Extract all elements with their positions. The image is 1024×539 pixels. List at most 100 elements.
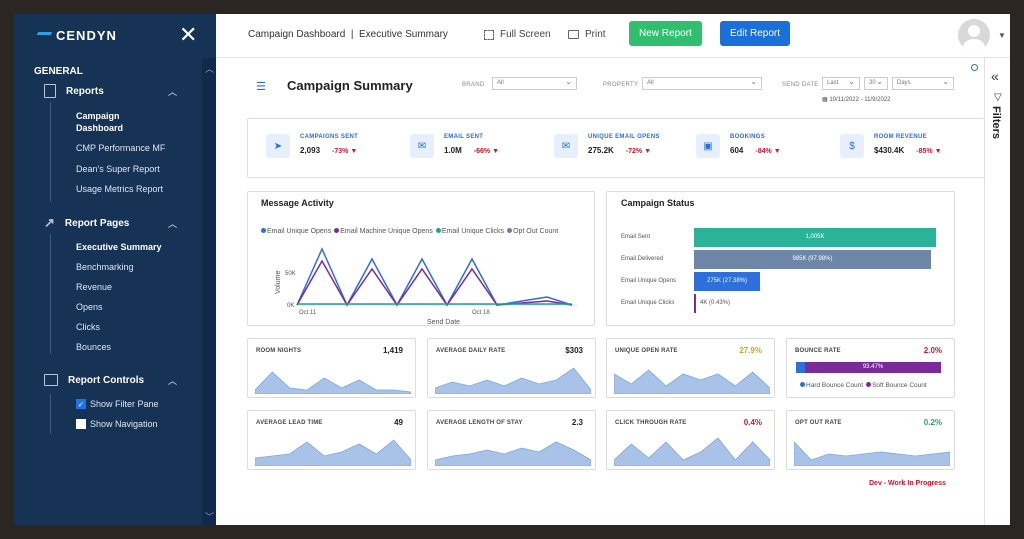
bounce-legend: Hard Bounce Count Soft Bounce Count [800, 382, 927, 389]
logo-mark-icon [33, 31, 53, 40]
metric-value: 27.9% [739, 346, 762, 355]
message-activity-chart: 50K 0K Oct 11 Oct 18 Send Date Volume [275, 247, 577, 324]
tree-line [50, 394, 51, 434]
kpi-strip [247, 118, 985, 178]
sidebar-item-revenue[interactable]: Revenue [76, 282, 113, 292]
status-row-label: Email Delivered [621, 256, 664, 262]
chevron-down-icon[interactable]: ▼ [998, 31, 1006, 40]
metric-value: 0.4% [743, 418, 762, 427]
sparkline [614, 369, 770, 394]
close-icon[interactable]: ✕ [179, 22, 198, 47]
kpi-3: ▣ BOOKINGS 604 -84% ▼ [696, 134, 781, 158]
show-filter-pane-checkbox[interactable]: ✓ Show Filter Pane [76, 399, 159, 409]
sparkline-area [614, 437, 770, 466]
metric-value: 2.3 [571, 418, 583, 427]
down-arrow-icon: ▼ [773, 148, 781, 155]
group-reports[interactable]: Reports ︿ [44, 84, 177, 98]
metric-label: AVERAGE LENGTH OF STAY [436, 420, 523, 426]
kpi-value: 1.0M [444, 146, 462, 155]
app-window: CENDYN ✕ GENERAL Reports ︿ Campaign Dash… [14, 14, 1010, 525]
filters-pane[interactable]: « ▽ Filters [971, 58, 1010, 525]
send-date-count-input[interactable]: 30 [864, 77, 888, 90]
sliders-icon: ☰ [256, 81, 266, 93]
sidebar-scrollbar[interactable]: ︿ ﹀ [202, 58, 216, 525]
sidebar-item-opens[interactable]: Opens [76, 302, 103, 312]
send-date-label: SEND DATE [782, 82, 819, 88]
sidebar-item-clicks[interactable]: Clicks [76, 322, 100, 332]
status-bar [694, 272, 760, 291]
line-chart-icon: ↗ [44, 215, 55, 230]
group-reports-label: Reports [66, 85, 104, 97]
campaign-status-title: Campaign Status [621, 198, 695, 208]
sidebar-item-bounces[interactable]: Bounces [76, 342, 112, 352]
sparkline-area [435, 441, 591, 466]
checkbox-checked-icon[interactable]: ✓ [76, 399, 86, 409]
brand-filter-label: BRAND [462, 82, 485, 88]
brand-select[interactable]: All [492, 77, 577, 90]
group-controls-label: Report Controls [68, 374, 145, 386]
message-activity-legend: Email Unique Opens Email Machine Unique O… [261, 228, 558, 235]
sparkline-area [255, 439, 411, 466]
y-axis-label: Volume [275, 271, 282, 294]
sidebar-item-benchmarking[interactable]: Benchmarking [76, 262, 134, 272]
status-bar [694, 228, 936, 247]
sidebar-item-executive-summary[interactable]: Executive Summary [76, 242, 162, 252]
print-label: Print [585, 29, 606, 40]
legend-dot [435, 228, 441, 233]
kpi-body: UNIQUE EMAIL OPENS 275.2K -72% ▼ [588, 134, 660, 158]
sidebar-item-deans-report[interactable]: Dean's Super Report [76, 164, 160, 174]
send-date-unit-select[interactable]: Days [892, 77, 954, 90]
scroll-up-icon[interactable]: ︿ [205, 64, 215, 74]
property-select[interactable]: All [642, 77, 762, 90]
legend-dot [800, 382, 805, 387]
calendar-icon: ▦ [822, 97, 830, 103]
legend-dot [866, 382, 872, 387]
scroll-down-icon[interactable]: ﹀ [205, 512, 215, 522]
chevron-up-icon[interactable]: ︿ [168, 218, 178, 229]
metric-label: AVERAGE LEAD TIME [256, 420, 323, 426]
avatar[interactable] [958, 19, 990, 51]
status-bar-value: 1,005K [805, 234, 825, 240]
status-row-label: Email Unique Opens [621, 278, 677, 284]
property-filter-label: PROPERTY [603, 82, 639, 88]
group-report-controls[interactable]: Report Controls ︿ [44, 374, 177, 386]
chevron-up-icon[interactable]: ︿ [168, 375, 178, 386]
kpi-value-row: 1.0M -66% ▼ [444, 146, 499, 155]
sidebar-item-usage-metrics[interactable]: Usage Metrics Report [76, 184, 164, 194]
kpi-0: ➤ CAMPAIGNS SENT 2,093 -73% ▼ [266, 134, 358, 158]
kpi-label: UNIQUE EMAIL OPENS [588, 134, 660, 140]
new-report-button[interactable]: New Report [629, 21, 702, 46]
sparkline-area [794, 441, 950, 466]
kpi-label: ROOM REVENUE [874, 134, 927, 140]
sparkline [255, 371, 411, 394]
printer-icon [568, 30, 579, 39]
collapse-chevrons-icon[interactable]: « [991, 68, 999, 84]
sparkline-area [435, 367, 591, 394]
filters-label: Filters [990, 106, 1002, 140]
kpi-body: ROOM REVENUE $430.4K -85% ▼ [874, 134, 942, 158]
edit-report-button[interactable]: Edit Report [720, 21, 791, 46]
x-tick: Oct 11 [299, 310, 317, 316]
date-range-text: 10/11/2022 - 11/9/2022 [829, 97, 891, 103]
kpi-change: -66% [473, 148, 491, 155]
metric-label: AVERAGE DAILY RATE [436, 348, 506, 354]
brand-name: CENDYN [56, 28, 117, 43]
y-tick: 0K [287, 303, 294, 309]
legend-label: Email Unique Clicks [441, 228, 505, 235]
breadcrumb: Campaign Dashboard | Executive Summary [248, 29, 448, 40]
send-date-last-select[interactable]: Last [822, 77, 860, 90]
kpi-label: BOOKINGS [730, 134, 766, 140]
chevron-up-icon[interactable]: ︿ [168, 86, 178, 97]
sidebar-item-cmp-performance[interactable]: CMP Performance MF [76, 143, 166, 153]
open-mail-icon: ✉ [554, 134, 578, 158]
kpi-4: $ ROOM REVENUE $430.4K -85% ▼ [840, 134, 942, 158]
print-button[interactable]: Print [568, 29, 606, 40]
group-report-pages[interactable]: ↗ Report Pages ︿ [44, 215, 177, 231]
mail-icon: ✉ [410, 134, 434, 158]
checkbox-unchecked-icon[interactable] [76, 419, 86, 429]
group-pages-label: Report Pages [64, 217, 130, 229]
sidebar-item-campaign-dashboard[interactable]: Campaign Dashboard [76, 111, 124, 133]
legend-dot [507, 228, 513, 233]
show-navigation-checkbox[interactable]: Show Navigation [76, 419, 158, 429]
full-screen-button[interactable]: Full Screen [484, 29, 551, 40]
